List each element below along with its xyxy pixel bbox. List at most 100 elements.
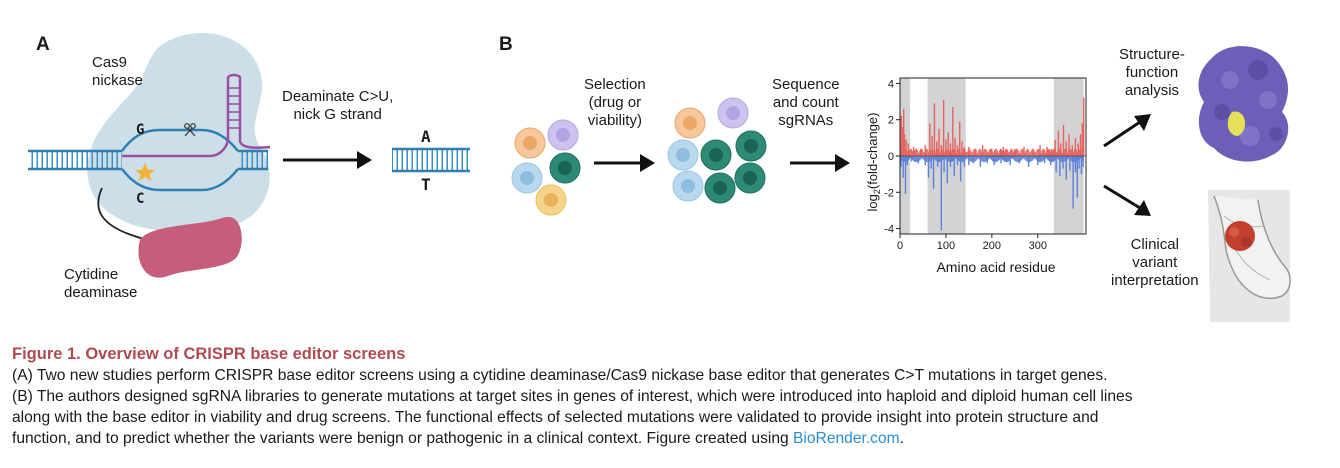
chart-bar-fill <box>1011 148 1013 156</box>
cytidine-deaminase-shape <box>138 216 242 278</box>
chart-bar-fill <box>993 150 995 156</box>
chart-bar-67 <box>968 156 970 166</box>
chart-bar-fill <box>902 156 904 162</box>
chart-bar-fill <box>982 156 984 163</box>
star-icon <box>135 163 155 181</box>
chart-bar-fill <box>1007 156 1009 163</box>
chart-bar-fill <box>1017 149 1019 156</box>
arrow-deaminate <box>283 151 372 169</box>
chart-bar-fill <box>1078 156 1080 159</box>
chart-bar-20 <box>954 137 956 156</box>
chart-bar-fill <box>1015 150 1017 156</box>
chart-bar-fill <box>920 149 922 156</box>
chart-bar-fill <box>1047 149 1049 156</box>
chart-bar-fill <box>975 156 977 161</box>
chart-bar-72 <box>1000 156 1002 164</box>
chart-bar-fill <box>1022 156 1024 160</box>
chart-bar-fill <box>1050 152 1052 156</box>
chart-bar-fill <box>964 156 966 161</box>
x-tick-label-0: 0 <box>897 240 903 252</box>
chart-bar-fill <box>957 148 959 156</box>
chart-bar-fill <box>1004 151 1006 156</box>
deaminate-step-label: Deaminate C>U, nick G strand <box>282 88 394 123</box>
chart-bar-fill <box>1004 156 1006 162</box>
chart-bar-fill <box>961 156 963 163</box>
biorender-link[interactable]: BioRender.com <box>793 430 900 447</box>
edited-dna-product <box>392 147 470 173</box>
chart-bar-38 <box>1060 143 1062 156</box>
chart-bar-83 <box>1069 156 1071 171</box>
chart-bar-fill <box>918 152 920 156</box>
chart-bar-fill <box>968 148 970 156</box>
chart-bar-fill <box>941 149 943 156</box>
chart-bar-fill <box>964 149 966 156</box>
chart-bar-4 <box>905 139 907 156</box>
chart-bar-0 <box>900 116 903 156</box>
chart-bar-fill <box>1005 156 1007 163</box>
sequence-label: Sequence and count sgRNAs <box>772 76 840 129</box>
chart-bar-fill <box>962 149 964 156</box>
chart-bar-29 <box>1002 146 1005 156</box>
figure-caption: Figure 1. Overview of CRISPR base editor… <box>12 344 1332 449</box>
chart-bar-fill <box>978 156 980 160</box>
product-base-t: T <box>421 175 431 194</box>
chart-bar-fill <box>995 149 997 156</box>
chart-bar-fill <box>909 150 911 156</box>
chart-bar-fill <box>1037 148 1039 156</box>
chart-bar-fill <box>947 148 949 156</box>
chart-bar-fill <box>907 156 909 162</box>
chart-bar-fill <box>1056 152 1058 156</box>
chart-bar-fill <box>1070 149 1072 156</box>
chart-bar-61 <box>946 156 949 184</box>
chart-bar-69 <box>979 156 982 167</box>
chart-bar-66 <box>963 156 965 167</box>
chart-bar-fill <box>942 148 944 156</box>
chart-bar-73 <box>1009 156 1011 166</box>
chart-bar-fill <box>1049 149 1051 156</box>
chart-bar-fill <box>927 156 929 163</box>
chart-bar-fill <box>1059 156 1061 161</box>
chart-bar-fill <box>913 156 915 162</box>
chart-bar-fill <box>1063 148 1065 156</box>
chart-y-axis-label: log2(fold-change) <box>865 113 882 212</box>
chart-bar-fill <box>1048 156 1050 162</box>
chart-bar-fill <box>1018 150 1020 156</box>
y-tick-label-4: 4 <box>888 78 894 90</box>
chart-bar-fill <box>1076 156 1078 161</box>
chart-bar-fill <box>1072 156 1074 163</box>
chart-bar-fill <box>1006 156 1008 163</box>
chart-bar-fill <box>1003 152 1005 156</box>
chart-bar-fill <box>1008 156 1010 162</box>
chart-bar-fill <box>1014 156 1016 161</box>
chart-bar-fill <box>939 156 941 163</box>
chart-bar-23 <box>961 141 963 156</box>
chart-bar-fill <box>930 150 932 156</box>
chart-bar-fill <box>1050 156 1052 163</box>
chart-bar-fill <box>1014 152 1016 156</box>
chart-bar-fill <box>996 150 998 156</box>
chart-bar-fill <box>923 156 925 160</box>
chart-bar-79 <box>1055 156 1057 173</box>
chart-bar-fill <box>1011 156 1013 159</box>
x-tick-label-100: 100 <box>937 240 955 252</box>
chart-bar-fill <box>932 149 934 156</box>
chart-bar-fill <box>902 151 904 156</box>
chart-bar-fill <box>934 153 936 156</box>
chart-bar-fill <box>1054 156 1056 161</box>
chart-bar-57 <box>932 156 935 189</box>
chart-bar-fill <box>1060 156 1062 162</box>
structure-function-label: Structure-function analysis <box>1119 46 1185 99</box>
chart-bar-fill <box>1041 156 1043 162</box>
chart-bar-fill <box>1043 156 1045 161</box>
chart-bar-fill <box>1039 150 1041 156</box>
chart-bar-fill <box>1045 152 1047 156</box>
chart-bar-33 <box>1039 145 1041 156</box>
chart-bar-fill <box>980 156 982 162</box>
chart-bar-fill <box>940 156 942 162</box>
chart-bar-88 <box>1080 156 1083 175</box>
chart-bar-fill <box>1064 148 1066 156</box>
chart-bar-fill <box>958 148 960 156</box>
chart-bar-2 <box>902 108 905 156</box>
chart-bar-fill <box>1021 156 1023 161</box>
chart-bar-fill <box>1054 149 1056 156</box>
